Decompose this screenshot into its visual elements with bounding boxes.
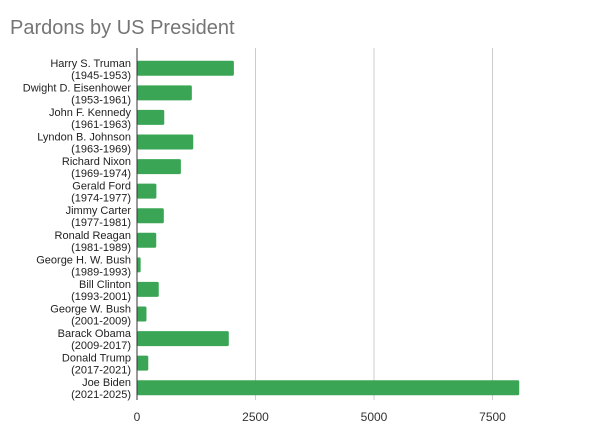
x-tick-labels: 02500500075001 bbox=[134, 410, 507, 424]
category-sublabel: (1961-1963) bbox=[71, 119, 131, 131]
bar bbox=[137, 331, 229, 347]
bar bbox=[137, 380, 520, 396]
category-sublabel: (2021-2025) bbox=[71, 389, 131, 401]
category-sublabel: (1974-1977) bbox=[71, 193, 131, 205]
bar bbox=[137, 306, 147, 322]
category-label: Jimmy Carter bbox=[66, 205, 132, 217]
category-label: Joe Biden bbox=[82, 377, 131, 389]
bar bbox=[137, 134, 194, 150]
category-label: Gerald Ford bbox=[72, 181, 131, 193]
chart-title: Pardons by US President bbox=[10, 17, 235, 39]
category-label: Donald Trump bbox=[62, 353, 131, 365]
category-sublabel: (1993-2001) bbox=[71, 291, 131, 303]
x-tick-label: 7500 bbox=[479, 410, 506, 424]
category-sublabel: (1963-1969) bbox=[71, 144, 131, 156]
category-sublabel: (1981-1989) bbox=[71, 242, 131, 254]
category-sublabel: (2009-2017) bbox=[71, 340, 131, 352]
bar bbox=[137, 159, 181, 175]
category-label: Bill Clinton bbox=[79, 279, 131, 291]
category-sublabel: (1989-1993) bbox=[71, 266, 131, 278]
bar bbox=[137, 208, 164, 224]
category-sublabel: (1977-1981) bbox=[71, 217, 131, 229]
bar bbox=[137, 355, 149, 371]
bar bbox=[137, 257, 141, 273]
x-tick-label: 2500 bbox=[242, 410, 269, 424]
bar bbox=[137, 60, 234, 76]
bar bbox=[137, 183, 157, 199]
category-sublabel: (1945-1953) bbox=[71, 70, 131, 82]
category-label: Dwight D. Eisenhower bbox=[23, 82, 132, 94]
bar bbox=[137, 281, 159, 297]
category-label: Lyndon B. Johnson bbox=[37, 132, 131, 144]
category-sublabel: (2017-2021) bbox=[71, 365, 131, 377]
category-label: George H. W. Bush bbox=[36, 254, 131, 266]
category-label: Ronald Reagan bbox=[55, 230, 131, 242]
category-label: George W. Bush bbox=[50, 304, 131, 316]
category-labels: Harry S. Truman(1945-1953)Dwight D. Eise… bbox=[23, 58, 132, 401]
bar bbox=[137, 85, 192, 101]
category-label: Harry S. Truman bbox=[50, 58, 131, 70]
category-sublabel: (1953-1961) bbox=[71, 94, 131, 106]
bar bbox=[137, 109, 165, 125]
category-sublabel: (2001-2009) bbox=[71, 316, 131, 328]
bar bbox=[137, 232, 157, 248]
category-label: Barack Obama bbox=[58, 328, 132, 340]
x-tick-label: 5000 bbox=[361, 410, 388, 424]
category-sublabel: (1969-1974) bbox=[71, 168, 131, 180]
category-label: Richard Nixon bbox=[62, 156, 131, 168]
category-label: John F. Kennedy bbox=[49, 107, 131, 119]
gridlines bbox=[255, 48, 493, 400]
bars bbox=[137, 60, 520, 396]
x-tick-label: 0 bbox=[134, 410, 141, 424]
